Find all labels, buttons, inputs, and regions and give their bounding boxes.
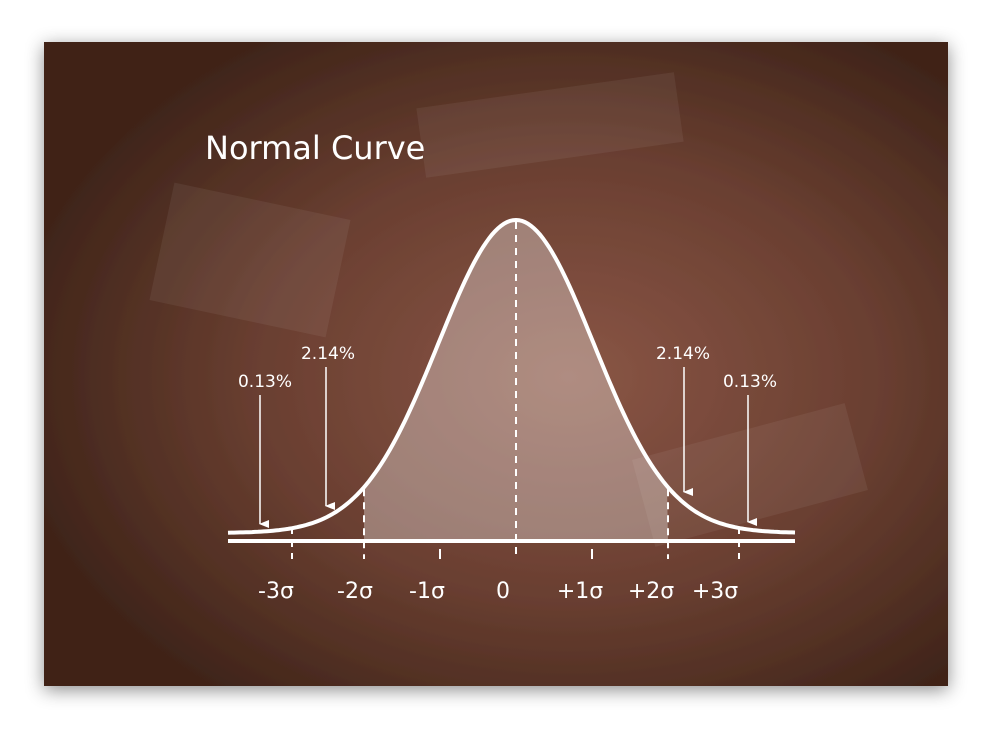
annotation: 2.14% [301,344,355,364]
guide-lines [291,222,740,559]
axis-label: +1σ [557,579,603,604]
annotation: 0.13% [723,372,777,392]
axis-label: -1σ [409,579,445,604]
axis-label: -3σ [258,579,294,604]
annotation: 0.13% [238,372,292,392]
annotation: 2.14% [656,344,710,364]
axis-label: -2σ [337,579,373,604]
normal-curve [227,217,796,535]
axis-label: +3σ [692,579,738,604]
axis-labels: -3σ -2σ -1σ 0 +1σ +2σ +3σ [258,579,738,604]
title: Normal Curve [205,129,425,167]
axis-label: 0 [496,579,510,604]
chalkboard [44,42,948,686]
axis-label: +2σ [628,579,674,604]
ticks [439,549,593,559]
annotations: 0.13% 2.14% 2.14% 0.13% [238,344,777,528]
